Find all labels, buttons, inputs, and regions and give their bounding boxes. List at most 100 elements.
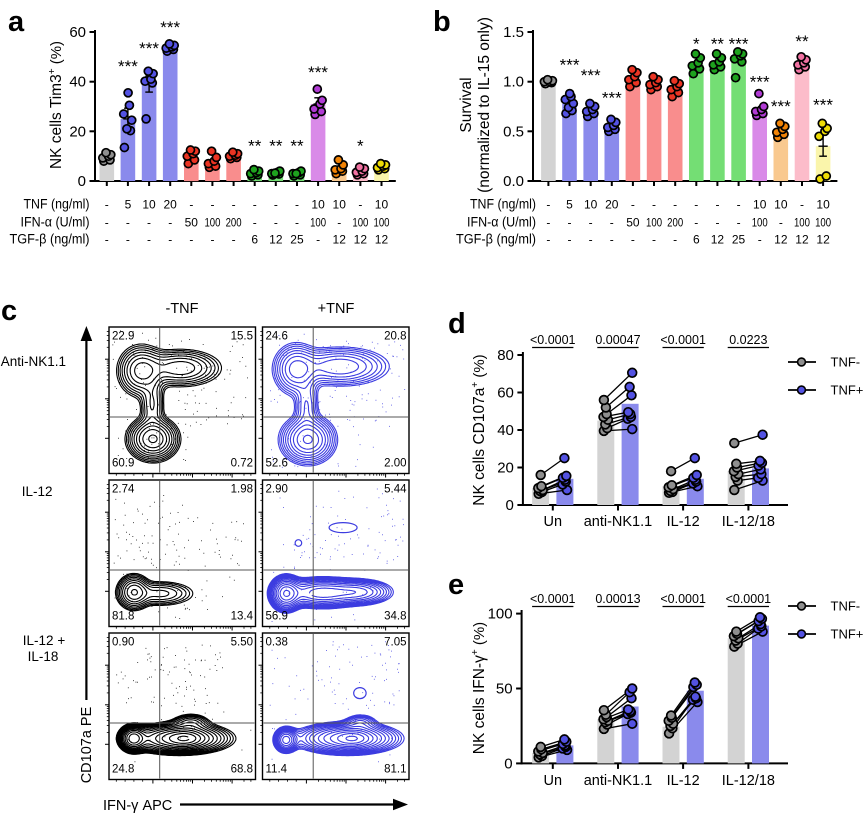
svg-text:-: - <box>652 198 656 212</box>
svg-text:0: 0 <box>504 755 512 772</box>
svg-text:TGF-β (ng/ml): TGF-β (ng/ml) <box>456 232 536 247</box>
svg-text:-: - <box>568 216 572 230</box>
svg-text:**: ** <box>290 137 304 156</box>
svg-text:-: - <box>210 233 214 247</box>
svg-text:*: * <box>693 35 700 54</box>
svg-text:10: 10 <box>333 198 347 212</box>
svg-text:0.00047: 0.00047 <box>595 333 640 347</box>
svg-text:IL-12 +: IL-12 + <box>23 633 66 648</box>
svg-text:*: * <box>357 137 364 156</box>
svg-text:CD107a PE: CD107a PE <box>79 706 95 783</box>
svg-text:-: - <box>568 233 572 247</box>
svg-text:50: 50 <box>496 681 513 698</box>
svg-text:<0.0001: <0.0001 <box>530 333 576 347</box>
svg-text:-: - <box>232 233 236 247</box>
svg-text:e: e <box>448 569 464 601</box>
svg-text:81.8: 81.8 <box>112 611 134 623</box>
svg-text:60: 60 <box>69 24 86 41</box>
svg-text:24.6: 24.6 <box>266 331 288 343</box>
svg-text:-: - <box>126 216 130 230</box>
svg-text:0.0223: 0.0223 <box>729 333 767 347</box>
svg-text:0.72: 0.72 <box>231 458 253 470</box>
svg-text:-: - <box>652 233 656 247</box>
svg-text:52.6: 52.6 <box>266 458 288 470</box>
svg-text:IL-12: IL-12 <box>667 773 700 789</box>
svg-text:100: 100 <box>204 216 220 230</box>
svg-text:12: 12 <box>375 233 389 247</box>
svg-text:***: *** <box>750 73 770 92</box>
svg-text:0: 0 <box>78 173 86 190</box>
svg-text:-: - <box>546 216 550 230</box>
svg-text:2.00: 2.00 <box>384 458 406 470</box>
svg-text:10: 10 <box>375 198 389 212</box>
svg-text:anti-NK1.1: anti-NK1.1 <box>584 514 653 530</box>
svg-text:b: b <box>433 6 451 38</box>
svg-text:10: 10 <box>584 198 598 212</box>
svg-text:81.1: 81.1 <box>384 764 406 776</box>
svg-text:5.44: 5.44 <box>384 484 407 496</box>
svg-text:-: - <box>673 198 677 212</box>
svg-text:40: 40 <box>497 422 514 439</box>
svg-text:-: - <box>105 216 109 230</box>
svg-text:100: 100 <box>646 216 662 230</box>
svg-text:-: - <box>253 198 257 212</box>
svg-text:60.9: 60.9 <box>112 458 134 470</box>
svg-text:100: 100 <box>352 216 368 230</box>
svg-text:NK cells CD107a+ (%): NK cells CD107a+ (%) <box>470 354 488 505</box>
svg-text:-: - <box>358 198 362 212</box>
svg-text:***: *** <box>308 63 328 82</box>
svg-text:1.0: 1.0 <box>503 74 524 91</box>
svg-text:IFN-γ APC: IFN-γ APC <box>103 798 172 814</box>
svg-text:0.90: 0.90 <box>112 637 134 649</box>
svg-text:5.50: 5.50 <box>231 637 253 649</box>
svg-text:20: 20 <box>605 198 619 212</box>
svg-text:20: 20 <box>164 198 178 212</box>
svg-text:12: 12 <box>774 233 788 247</box>
svg-text:-: - <box>673 233 677 247</box>
svg-text:***: *** <box>813 96 833 115</box>
svg-text:-: - <box>546 233 550 247</box>
svg-text:Un: Un <box>543 514 562 530</box>
svg-text:<0.0001: <0.0001 <box>726 592 772 606</box>
svg-text:6: 6 <box>693 233 700 247</box>
svg-text:IL-12/18: IL-12/18 <box>722 514 775 530</box>
svg-text:20: 20 <box>69 123 86 140</box>
svg-text:-: - <box>631 233 635 247</box>
svg-text:7.05: 7.05 <box>384 637 406 649</box>
svg-text:1.98: 1.98 <box>231 484 253 496</box>
svg-text:100: 100 <box>752 216 768 230</box>
svg-text:**: ** <box>248 137 262 156</box>
svg-text:-: - <box>189 233 193 247</box>
svg-text:12: 12 <box>269 233 283 247</box>
svg-text:<0.0001: <0.0001 <box>660 333 706 347</box>
svg-text:a: a <box>8 6 25 38</box>
svg-text:-: - <box>147 216 151 230</box>
svg-text:d: d <box>448 308 466 340</box>
svg-text:10: 10 <box>753 198 767 212</box>
svg-text:-: - <box>715 198 719 212</box>
svg-text:Survival: Survival <box>458 77 475 132</box>
svg-text:***: *** <box>139 39 159 58</box>
svg-text:-: - <box>253 216 257 230</box>
svg-text:20: 20 <box>497 460 514 477</box>
svg-text:100: 100 <box>310 216 326 230</box>
svg-text:50: 50 <box>626 216 640 230</box>
svg-text:NK cells Tim3+ (%): NK cells Tim3+ (%) <box>47 41 65 169</box>
svg-text:-: - <box>546 198 550 212</box>
svg-text:200: 200 <box>226 216 242 230</box>
svg-text:TNF (ng/ml): TNF (ng/ml) <box>470 197 536 212</box>
svg-text:-: - <box>779 216 783 230</box>
svg-text:25: 25 <box>290 233 304 247</box>
svg-text:34.8: 34.8 <box>384 611 406 623</box>
svg-text:5: 5 <box>566 198 573 212</box>
svg-text:anti-NK1.1: anti-NK1.1 <box>584 773 653 789</box>
svg-text:IL-12: IL-12 <box>667 514 700 530</box>
svg-text:100: 100 <box>815 216 831 230</box>
svg-text:***: *** <box>581 66 601 85</box>
svg-text:TGF-β (ng/ml): TGF-β (ng/ml) <box>10 232 90 247</box>
svg-text:TNF-: TNF- <box>831 355 861 370</box>
svg-text:25: 25 <box>732 233 746 247</box>
svg-text:10: 10 <box>774 198 788 212</box>
svg-text:**: ** <box>269 137 283 156</box>
svg-text:Un: Un <box>543 773 562 789</box>
